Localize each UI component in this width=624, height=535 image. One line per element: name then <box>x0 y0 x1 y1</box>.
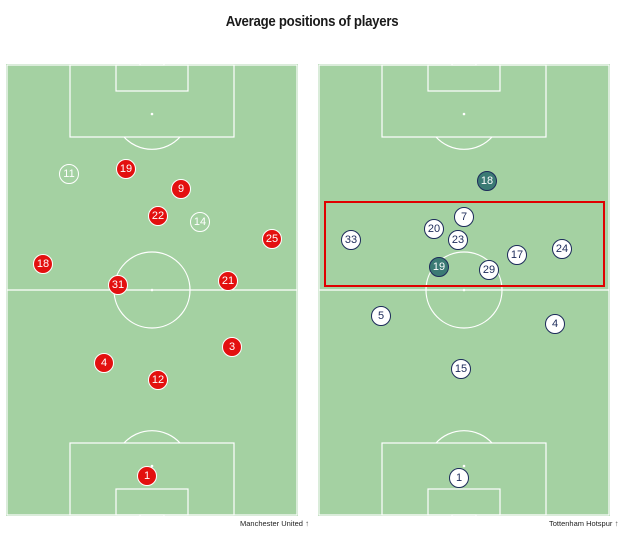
away-player-marker: 18 <box>477 171 497 191</box>
highlight-box <box>324 201 605 287</box>
away-player-marker: 17 <box>507 245 527 265</box>
away-player-marker: 29 <box>479 260 499 280</box>
home-player-marker: 25 <box>262 229 282 249</box>
away-player-marker: 1 <box>449 468 469 488</box>
chart-title: Average positions of players <box>225 13 399 30</box>
home-player-marker: 9 <box>171 179 191 199</box>
away-player-marker: 4 <box>545 314 565 334</box>
home-player-marker: 18 <box>33 254 53 274</box>
direction-arrow-icon: ↑ <box>614 519 619 528</box>
away-player-marker: 15 <box>451 359 471 379</box>
home-player-marker: 1 <box>137 466 157 486</box>
home-player-marker: 14 <box>190 212 210 232</box>
pitch-markings <box>6 64 298 516</box>
home-player-marker: 4 <box>94 353 114 373</box>
away-team-name: Tottenham Hotspur <box>549 519 613 528</box>
home-player-marker: 3 <box>222 337 242 357</box>
away-player-marker: 33 <box>341 230 361 250</box>
away-pitch <box>318 64 610 516</box>
home-team-name: Manchester United <box>240 519 303 528</box>
home-player-marker: 19 <box>116 159 136 179</box>
away-player-marker: 7 <box>454 207 474 227</box>
home-player-marker: 31 <box>108 275 128 295</box>
home-pitch <box>6 64 298 516</box>
away-player-marker: 19 <box>429 257 449 277</box>
direction-arrow-icon: ↑ <box>305 519 310 528</box>
home-team-label: Manchester United ↑ <box>240 519 309 528</box>
away-player-marker: 20 <box>424 219 444 239</box>
away-player-marker: 5 <box>371 306 391 326</box>
home-player-marker: 12 <box>148 370 168 390</box>
home-player-marker: 21 <box>218 271 238 291</box>
pitch-markings <box>318 64 610 516</box>
home-player-marker: 22 <box>148 206 168 226</box>
away-player-marker: 23 <box>448 230 468 250</box>
away-player-marker: 24 <box>552 239 572 259</box>
home-player-marker: 11 <box>59 164 79 184</box>
away-team-label: Tottenham Hotspur ↑ <box>549 519 618 528</box>
